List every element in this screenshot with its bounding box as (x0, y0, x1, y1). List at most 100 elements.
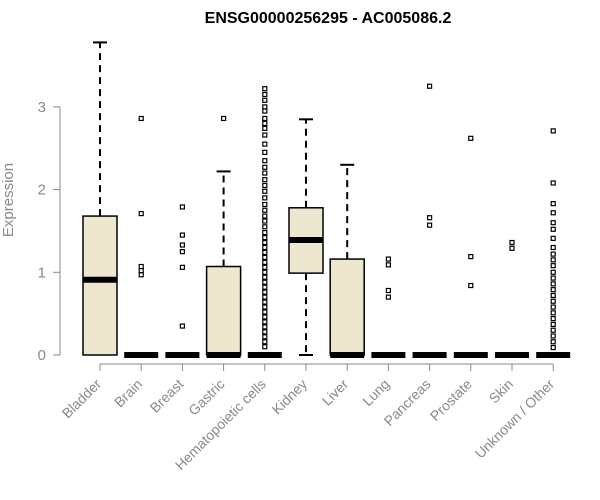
outlier-point (550, 201, 556, 207)
outlier-point (262, 170, 268, 176)
box-group (329, 163, 365, 358)
outlier-point (550, 287, 556, 293)
box-group (495, 239, 529, 358)
outlier-point (550, 344, 556, 351)
box-group (205, 115, 242, 358)
outlier-point (262, 182, 268, 189)
outlier-point (262, 195, 268, 201)
outlier-point (550, 321, 556, 328)
outlier-point (550, 333, 556, 339)
outlier-point (138, 210, 144, 217)
box-group (453, 135, 488, 358)
outlier-point (262, 201, 268, 208)
outlier-point (179, 232, 185, 238)
plot-area (82, 41, 571, 358)
outlier-point (262, 188, 268, 194)
box-group (288, 118, 324, 356)
box-group (536, 128, 571, 358)
outlier-point (550, 281, 556, 287)
outlier-point (509, 239, 515, 246)
outlier-point (138, 263, 144, 270)
outlier-point (385, 256, 391, 262)
outlier-point (550, 310, 556, 316)
outlier-point (262, 115, 268, 122)
outlier-point (179, 249, 185, 255)
outlier-point (262, 264, 268, 270)
outlier-point (262, 132, 268, 138)
outlier-point (550, 275, 556, 281)
outlier-point (262, 319, 268, 325)
outlier-point (262, 230, 268, 236)
y-tick-label: 2 (38, 182, 46, 199)
x-tick-label: Breast (147, 376, 187, 416)
outlier-point (550, 298, 556, 304)
outlier-point (138, 115, 144, 122)
x-tick-label: Skin (486, 376, 517, 407)
iqr-box (329, 258, 365, 356)
outlier-point (550, 244, 556, 251)
box-group (371, 256, 406, 358)
x-tick-label: Kidney (269, 376, 311, 418)
outlier-point (262, 149, 268, 155)
outlier-point (550, 304, 556, 310)
outlier-point (385, 262, 391, 268)
outlier-point (550, 269, 556, 275)
outlier-point (262, 289, 268, 295)
outlier-point (262, 97, 268, 103)
outlier-point (262, 344, 268, 350)
outlier-point (550, 180, 556, 186)
outlier-point (262, 299, 268, 305)
box-group (124, 115, 159, 358)
y-axis: 0 1 2 3 (38, 99, 61, 364)
outlier-point (138, 268, 144, 274)
outlier-point (262, 269, 268, 275)
outlier-point (427, 215, 433, 221)
outlier-point (262, 164, 268, 170)
outlier-point (262, 329, 268, 335)
iqr-box (205, 265, 242, 356)
y-axis-label: Expression (0, 163, 17, 237)
outlier-point (262, 120, 268, 127)
outlier-point (262, 249, 268, 256)
outlier-point (262, 314, 268, 320)
outlier-point (262, 218, 268, 224)
outlier-point (509, 245, 515, 251)
outlier-point (221, 115, 227, 122)
outlier-point (138, 272, 144, 278)
outlier-point (550, 316, 556, 322)
box-group (412, 83, 447, 358)
outlier-point (550, 257, 556, 263)
outlier-point (262, 339, 268, 345)
y-tick-label: 3 (38, 99, 46, 116)
outlier-point (262, 259, 268, 265)
outlier-point (550, 327, 556, 333)
outlier-point (550, 128, 556, 134)
outlier-point (550, 263, 556, 269)
outlier-point (262, 254, 268, 261)
outlier-point (427, 222, 433, 228)
outlier-point (262, 334, 268, 340)
outlier-point (262, 207, 268, 213)
outlier-point (262, 284, 268, 290)
outlier-point (550, 235, 556, 241)
outlier-point (262, 239, 268, 246)
outlier-point (262, 324, 268, 330)
x-tick-label: Lung (359, 376, 392, 409)
outlier-point (262, 108, 268, 114)
x-tick-label: Liver (319, 376, 352, 409)
outlier-point (550, 339, 556, 345)
x-tick-label: Prostate (427, 376, 475, 424)
box-group (82, 41, 118, 356)
iqr-box (82, 215, 118, 356)
outlier-point (179, 242, 185, 248)
outlier-point (468, 282, 474, 289)
outlier-point (262, 213, 268, 219)
outlier-point (262, 309, 268, 315)
outlier-point (262, 177, 268, 183)
outlier-point (468, 135, 474, 141)
y-tick-label: 1 (38, 264, 46, 281)
outlier-point (179, 204, 185, 210)
outlier-point (262, 244, 268, 251)
outlier-point (262, 125, 268, 132)
outlier-point (262, 158, 268, 164)
